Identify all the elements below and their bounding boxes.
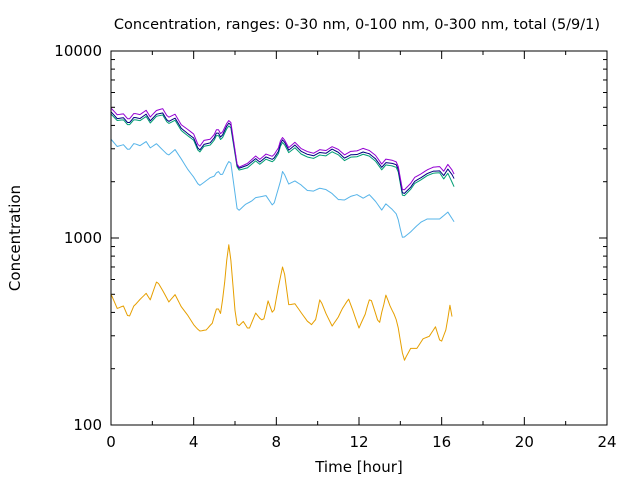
x-tick-label: 8 [272, 433, 282, 451]
x-tick-label: 0 [106, 433, 116, 451]
x-tick-label: 4 [189, 433, 199, 451]
series-line-total [110, 107, 455, 191]
y-tick-label: 10000 [54, 42, 102, 60]
x-tick-label: 24 [597, 433, 616, 451]
y-axis-label: Concentration [6, 185, 24, 291]
tick-labels: 0 4 8 12 16 20 24 100 1000 10000 [54, 42, 616, 451]
series-line-range_0_100 [110, 113, 455, 197]
series-layer [110, 107, 455, 361]
series-line-range_0_300 [110, 111, 455, 194]
y-tick-label: 100 [73, 416, 102, 434]
y-tick-label: 1000 [64, 229, 102, 247]
plot-frame [110, 50, 608, 426]
chart-title: Concentration, ranges: 0-30 nm, 0-100 nm… [114, 17, 600, 33]
series-line-range_0_30 [110, 138, 455, 238]
x-tick-label: 20 [515, 433, 534, 451]
x-tick-label: 12 [349, 433, 368, 451]
series-line-lower [110, 244, 453, 361]
axis-ticks [110, 50, 608, 426]
x-tick-label: 16 [432, 433, 451, 451]
x-axis-label: Time [hour] [314, 458, 403, 476]
